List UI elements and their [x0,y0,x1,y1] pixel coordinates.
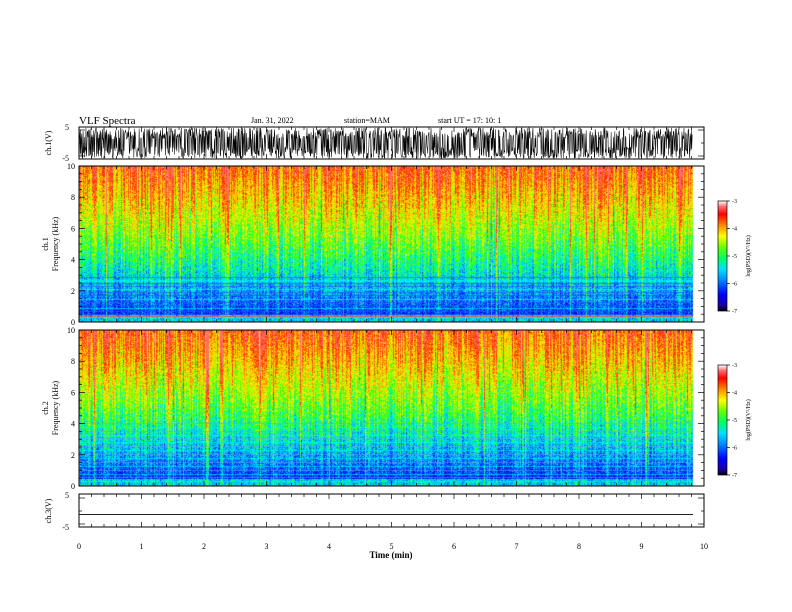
ch1-waveform-ticks [78,127,705,159]
ch2-spectrogram-ytick-label: 10 [67,326,75,335]
ch2-spectrogram-ytick-label: 4 [71,420,75,429]
ch1-spectrogram-ytick-label: 8 [71,193,75,202]
ch1-spectrogram-ytick-label: 10 [67,162,75,171]
ch2-colorbar-label: log(PSD)(V²/Hz) [745,399,752,440]
time-axis-tick-label: 2 [202,542,206,551]
time-axis-tick-label: 6 [452,542,456,551]
ch2-spectrogram-ytick-label: 6 [71,388,75,397]
ch1-colorbar-tick-label: -5 [732,254,737,260]
ch1-spectrogram-ylabel-top: ch.1 [41,237,50,251]
ch1-spectrogram-panel: 0 2 4 6 8 10 ch.1 Frequency (kHz) [41,162,705,327]
time-axis-tick-label: 1 [140,542,144,551]
time-axis-tick-label: 7 [515,542,519,551]
ch2-colorbar-tick-label: -7 [732,473,737,479]
time-axis-label: Time (min) [369,550,412,560]
time-axis-tick-label: 9 [640,542,644,551]
ch2-colorbar-tick-label: -5 [732,418,737,424]
ch1-waveform-panel: 5 -5 ch.1(V) [44,123,705,163]
ch1-spectrogram-ytick-label: 0 [71,318,75,327]
time-axis-tick-labels: 0 1 2 3 4 5 6 7 8 9 10 [77,542,708,551]
ch1-ytick-top: 5 [65,123,69,132]
ch3-ytick-bottom: -5 [62,523,69,532]
ch1-colorbar-tick-label: -6 [732,282,737,288]
ch1-colorbar-label: log(PSD)(V²/Hz) [745,235,752,276]
ch1-spectrogram-image [79,166,704,322]
ch3-waveform-ticks [78,494,705,527]
time-axis-tick-label: 4 [327,542,331,551]
ch2-colorbar-tick-label: -6 [732,446,737,452]
ch1-waveform-ylabel: ch.1(V) [44,130,53,155]
ch2-colorbar: -3 -4 -5 -6 -7 log(PSD)(V²/Hz) [717,363,752,479]
time-axis-tick-label: 8 [577,542,581,551]
ch1-spectrogram-yticks: 0 2 4 6 8 10 [67,162,704,327]
ch1-ytick-bottom: -5 [62,154,69,163]
ch1-spectrogram-ytick-label: 4 [71,256,75,265]
ch1-spectrogram-ytick-label: 2 [71,287,75,296]
ch1-waveform-trace [78,127,693,160]
ch1-spectrogram-xticks [78,166,705,322]
ch2-spectrogram-yticks: 0 2 4 6 8 10 [67,326,704,491]
ch2-spectrogram-ylabel: Frequency (kHz) [51,380,60,435]
ch2-colorbar-tick-label: -3 [732,363,737,369]
ch3-waveform-panel: 5 -5 ch.3(V) 0 1 2 3 4 5 6 7 8 9 10 Time (min) [44,491,708,560]
figure-station: station=MAM [344,116,390,125]
ch1-colorbar-tick-label: -3 [732,199,737,205]
ch1-colorbar-tick-label: -7 [732,309,737,315]
ch1-waveform-line [78,127,693,160]
time-axis-tick-label: 3 [265,542,269,551]
ch2-spectrogram-ylabel-top: ch.2 [41,401,50,415]
ch2-colorbar-tick-label: -4 [732,391,737,397]
ch2-spectrogram-ytick-label: 8 [71,357,75,366]
ch3-ytick-top: 5 [65,491,69,500]
ch2-spectrogram-panel: 0 2 4 6 8 10 ch.2 Frequency (kHz) [41,326,705,491]
ch3-waveform-ylabel: ch.3(V) [44,498,53,523]
ch1-colorbar-ticks: -3 -4 -5 -6 -7 [727,199,737,315]
ch2-spectrogram-image [79,330,704,486]
ch2-spectrogram-ytick-label: 2 [71,451,75,460]
figure-start-time: start UT = 17: 10: 1 [438,116,501,125]
time-axis-tick-label: 5 [390,542,394,551]
ch2-spectrogram-ytick-label: 0 [71,482,75,491]
figure-date: Jan. 31, 2022 [251,116,294,125]
time-axis-tick-label: 10 [700,542,708,551]
ch1-colorbar: -3 -4 -5 -6 -7 log(PSD)(V²/Hz) [717,199,752,315]
ch2-colorbar-ticks: -3 -4 -5 -6 -7 [727,363,737,479]
ch1-colorbar-bar [717,200,728,312]
ch1-colorbar-tick-label: -4 [732,227,737,233]
time-axis-tick-label: 0 [77,542,81,551]
figure-title: VLF Spectra [79,115,136,127]
ch2-colorbar-bar [717,364,728,476]
ch2-spectrogram-xticks [78,330,705,486]
ch1-spectrogram-ylabel: Frequency (kHz) [51,216,60,271]
ch1-spectrogram-ytick-label: 6 [71,224,75,233]
